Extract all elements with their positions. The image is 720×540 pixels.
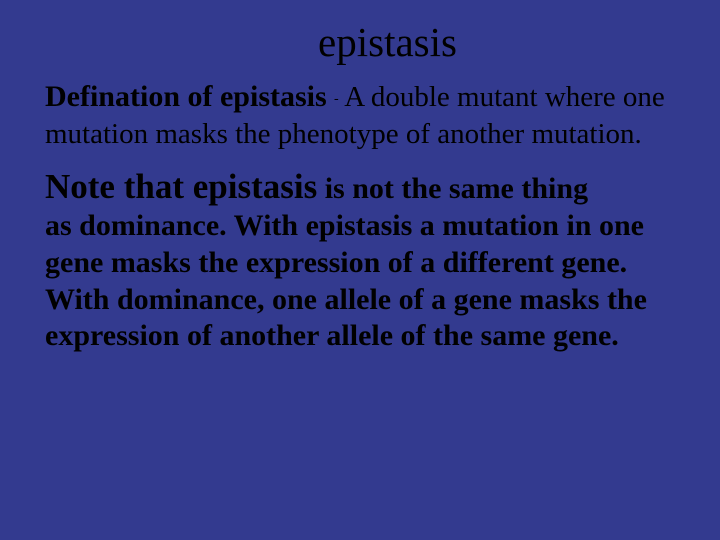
definition-paragraph: Defination of epistasis - A double mutan… <box>45 78 680 152</box>
definition-lead: Defination of epistasis <box>45 80 327 113</box>
note-body: as dominance. With epistasis a mutation … <box>45 209 647 352</box>
note-rest-first: is not the same thing <box>317 172 588 205</box>
note-lead: Note that epistasis <box>45 167 317 206</box>
slide-title: epistasis <box>95 18 680 66</box>
note-paragraph: Note that epistasis is not the same thin… <box>45 166 680 355</box>
